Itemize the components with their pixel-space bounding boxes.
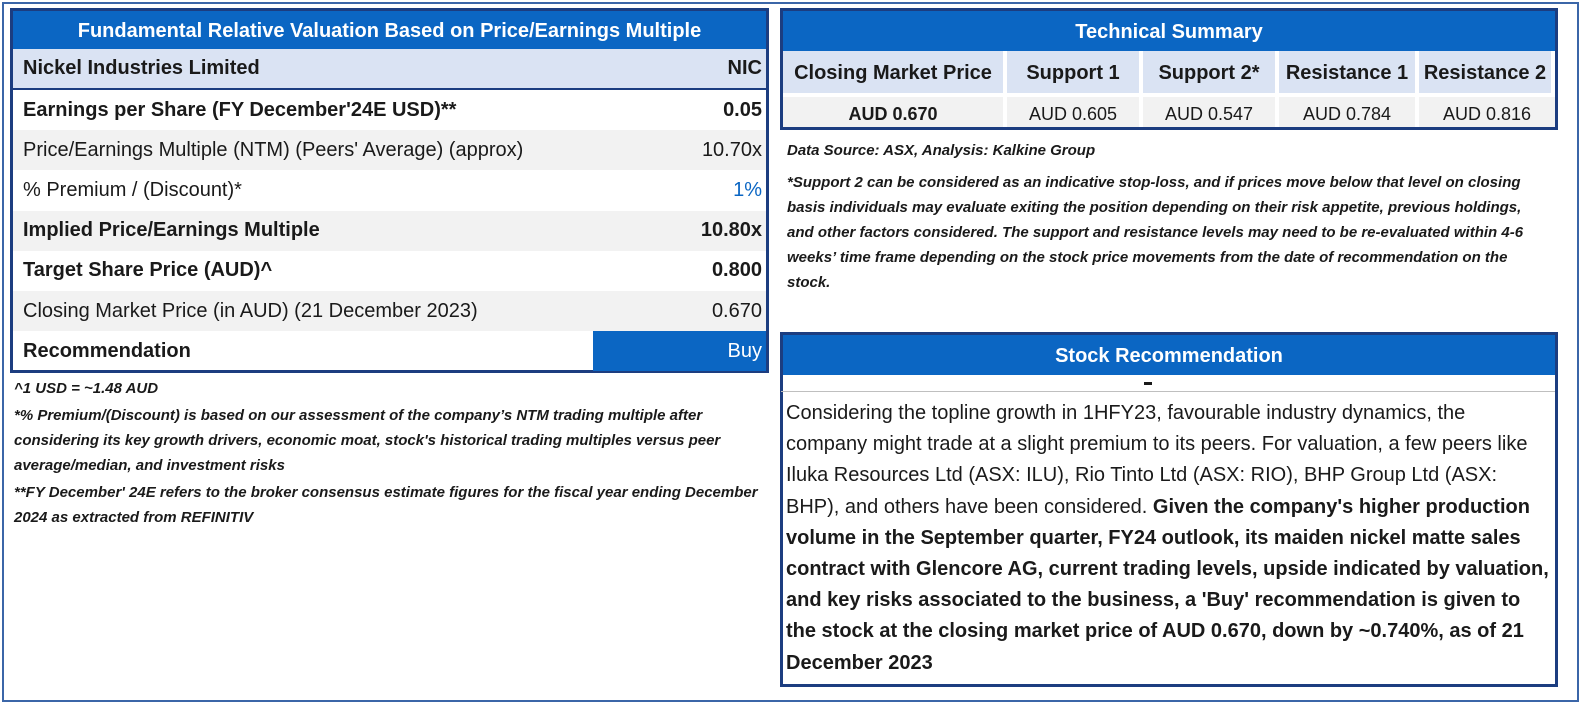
technical-grid: Closing Market Price Support 1 Support 2… <box>783 51 1555 127</box>
header-resistance-2: Resistance 2 <box>1419 51 1555 93</box>
row-label: % Premium / (Discount)* <box>23 178 242 201</box>
support-disclaimer: *Support 2 can be considered as an indic… <box>787 174 1524 291</box>
premium-note: *% Premium/(Discount) is based on our as… <box>14 407 721 474</box>
row-label: Price/Earnings Multiple (NTM) (Peers' Av… <box>23 138 524 161</box>
header-support-2: Support 2* <box>1143 51 1279 93</box>
technical-notes: Data Source: ASX, Analysis: Kalkine Grou… <box>787 140 1552 295</box>
row-label: Implied Price/Earnings Multiple <box>23 219 320 242</box>
header-resistance-1: Resistance 1 <box>1279 51 1419 93</box>
recommendation-conclusion: Given the company's higher production vo… <box>786 495 1549 674</box>
fy-note: **FY December' 24E refers to the broker … <box>14 484 758 526</box>
table-row-eps: Earnings per Share (FY December'24E USD)… <box>13 90 766 130</box>
valuation-table: Fundamental Relative Valuation Based on … <box>10 8 769 373</box>
recommendation-text: Considering the topline growth in 1HFY23… <box>781 391 1555 679</box>
company-row: Nickel Industries Limited NIC <box>13 49 766 90</box>
value-resistance-1: AUD 0.784 <box>1279 93 1419 127</box>
header-closing-price: Closing Market Price <box>783 51 1007 93</box>
row-label: Target Share Price (AUD)^ <box>23 259 273 282</box>
company-name: Nickel Industries Limited <box>23 57 260 79</box>
technical-title: Technical Summary <box>783 11 1555 51</box>
row-value: 1% <box>733 178 762 201</box>
row-value: 10.70x <box>701 138 762 161</box>
fx-note: ^1 USD = ~1.48 AUD <box>14 380 159 397</box>
table-row-recommendation: Recommendation Buy <box>13 331 766 372</box>
value-resistance-2: AUD 0.816 <box>1419 93 1555 127</box>
stock-recommendation-box: Stock Recommendation Considering the top… <box>780 332 1558 687</box>
table-row-target-price: Target Share Price (AUD)^ 0.800 <box>13 251 766 291</box>
valuation-title: Fundamental Relative Valuation Based on … <box>13 11 766 49</box>
value-support-1: AUD 0.605 <box>1007 93 1143 127</box>
value-closing-price: AUD 0.670 <box>783 93 1007 127</box>
row-value: 0.670 <box>711 299 762 322</box>
row-label: Closing Market Price (in AUD) (21 Decemb… <box>23 299 478 322</box>
recommendation-label: Recommendation <box>23 339 191 362</box>
divider-mark <box>783 375 1555 391</box>
row-value: 10.80x <box>700 219 762 242</box>
table-row-closing-price: Closing Market Price (in AUD) (21 Decemb… <box>13 290 766 332</box>
data-source-note: Data Source: ASX, Analysis: Kalkine Grou… <box>787 142 1096 159</box>
row-value: 0.800 <box>711 259 762 282</box>
row-label: Earnings per Share (FY December'24E USD)… <box>23 98 457 121</box>
recommendation-intro: Considering the topline growth in 1HFY23… <box>786 402 1528 518</box>
recommendation-badge: Buy <box>593 331 766 372</box>
table-row-implied-pe: Implied Price/Earnings Multiple 10.80x <box>13 210 766 251</box>
row-value: 0.05 <box>723 98 762 121</box>
company-ticker: NIC <box>727 57 762 79</box>
valuation-notes: ^1 USD = ~1.48 AUD *% Premium/(Discount)… <box>14 376 769 532</box>
technical-summary-table: Technical Summary Closing Market Price S… <box>780 8 1558 130</box>
value-support-2: AUD 0.547 <box>1143 93 1279 127</box>
header-support-1: Support 1 <box>1007 51 1143 93</box>
table-row-pe-peers: Price/Earnings Multiple (NTM) (Peers' Av… <box>13 130 766 171</box>
stock-recommendation-title: Stock Recommendation <box>783 335 1555 375</box>
table-row-premium: % Premium / (Discount)* 1% <box>13 170 766 210</box>
